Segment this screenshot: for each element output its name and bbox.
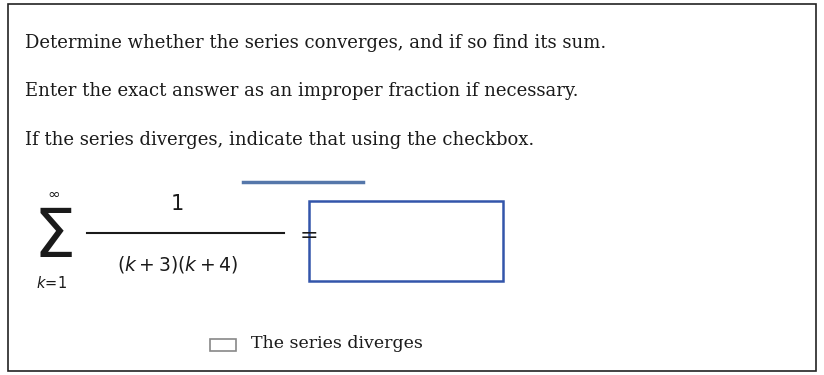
Text: Enter the exact answer as an improper fraction if necessary.: Enter the exact answer as an improper fr… (25, 82, 578, 100)
Text: $=$: $=$ (295, 224, 317, 245)
Text: $k\!=\!1$: $k\!=\!1$ (36, 275, 68, 291)
Text: Determine whether the series converges, and if so find its sum.: Determine whether the series converges, … (25, 34, 606, 52)
FancyBboxPatch shape (309, 201, 503, 281)
Text: $\infty$: $\infty$ (47, 186, 60, 201)
Text: $(k+3)(k+4)$: $(k+3)(k+4)$ (116, 254, 238, 275)
Text: $\Sigma$: $\Sigma$ (33, 205, 73, 271)
Text: $1$: $1$ (171, 194, 184, 214)
Text: The series diverges: The series diverges (251, 334, 424, 352)
Text: If the series diverges, indicate that using the checkbox.: If the series diverges, indicate that us… (25, 131, 534, 149)
FancyBboxPatch shape (210, 339, 236, 351)
